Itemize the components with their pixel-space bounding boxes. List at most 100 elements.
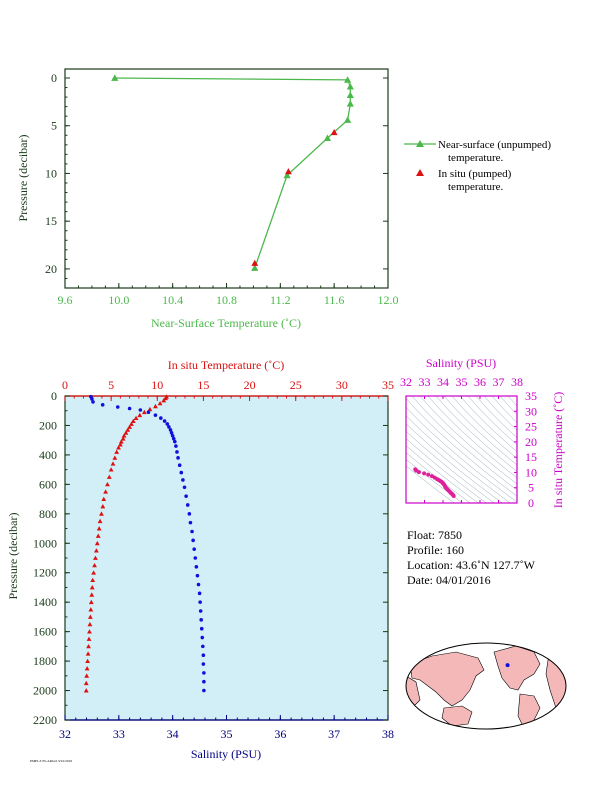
temperature-point (116, 445, 121, 450)
salinity-point (199, 626, 204, 631)
temperature-point (161, 398, 167, 403)
temperature-tick-label: 20 (244, 378, 256, 392)
ts-x-tick-label: 35 (456, 375, 468, 389)
temperature-point (83, 688, 89, 693)
salinity-tick-label: 37 (328, 727, 340, 741)
ts-point (426, 472, 431, 477)
map-outline (405, 642, 567, 730)
salinity-tick-label: 38 (382, 727, 394, 741)
ts-point (451, 493, 456, 498)
temperature-point (106, 474, 112, 479)
temperature-point (141, 409, 147, 415)
salinity-point (169, 431, 174, 435)
salinity-point (200, 635, 205, 640)
temperature-point (100, 504, 106, 509)
near-surface-y-ticks: 0 5 10 15 20 (45, 71, 388, 279)
ts-points (413, 467, 456, 498)
legend-label-unpumped: Near-surface (unpumped) (438, 139, 551, 151)
salinity-point (190, 529, 194, 534)
near-surface-unpumped-point (283, 171, 291, 179)
pressure-tick-label: 0 (51, 389, 57, 403)
pressure-tick-label: 1400 (33, 595, 57, 609)
salinity-tick-label: 34 (167, 727, 179, 741)
ts-density-contour (406, 415, 511, 503)
temperature-point (89, 585, 95, 590)
salinity-point (187, 512, 192, 516)
salinity-point (167, 425, 171, 429)
salinity-point (202, 679, 206, 684)
near-surface-x-ticks: 9.6 10.0 10.4 10.8 11.2 11.6 12.0 (58, 283, 399, 307)
salinity-ticks: 32 33 34 35 36 37 38 (59, 715, 394, 741)
temperature-point (86, 636, 92, 641)
salinity-point (179, 470, 184, 475)
ts-x-tick-label: 33 (419, 375, 431, 389)
temperature-point (86, 643, 91, 649)
temperature-point (117, 442, 123, 447)
salinity-point (159, 416, 163, 420)
legend-label-pumped-2: temperature. (448, 181, 504, 193)
ts-density-contour (443, 396, 517, 466)
near-surface-y-tick-label: 20 (45, 262, 57, 276)
salinity-tick-label: 36 (274, 727, 286, 741)
pressure-tick-label: 1200 (33, 566, 57, 580)
profile-date: Date: 04/01/2016 (407, 573, 491, 587)
temperature-tick-label: 25 (290, 378, 302, 392)
temperature-point (105, 481, 110, 487)
near-surface-unpumped-point (346, 100, 354, 107)
temperature-point (101, 496, 107, 502)
temperature-point (88, 599, 94, 605)
pressure-ticks: 0 200 400 600 800 1000 1200 1400 1600 1800 2000 220… (33, 389, 388, 727)
ts-density-contour (406, 445, 479, 503)
ts-x-axis-label: Salinity (PSU) (426, 356, 496, 370)
temperature-point (112, 455, 118, 460)
temperature-point (130, 418, 136, 423)
ts-density-contour (528, 391, 612, 513)
near-surface-series (111, 74, 354, 271)
salinity-point (198, 600, 202, 604)
temperature-tick-label: 15 (197, 378, 209, 392)
near-surface-unpumped-point (344, 76, 352, 83)
salinity-point (90, 397, 94, 401)
pressure-axis-label: Pressure (decibar) (6, 513, 20, 600)
footer-credit: PMEL/UW-ARGO 3/22/2016 (30, 759, 72, 763)
ts-y-tick-label: 10 (525, 465, 537, 479)
temperature-point (118, 439, 124, 444)
ts-density-contour (411, 396, 517, 491)
temperature-point (121, 433, 127, 438)
temperature-point (93, 548, 99, 553)
temperature-point (137, 412, 143, 418)
salinity-point (177, 463, 182, 468)
ts-density-contour (406, 465, 455, 503)
temperature-point (90, 577, 96, 583)
salinity-point (176, 456, 180, 460)
near-surface-chart: 9.6 10.0 10.4 10.8 11.2 11.6 12.0 0 5 10 15 20 Nea… (16, 68, 399, 330)
temperature-ticks: 0 5 10 15 20 25 30 35 (62, 378, 394, 401)
near-surface-unpumped-point (111, 74, 119, 81)
salinity-point (182, 485, 187, 490)
float-info: Float: 7850 Profile: 160 Location: 43.6˚… (407, 528, 536, 587)
ts-x-tick-label: 38 (511, 375, 523, 389)
float-id: Float: 7850 (407, 528, 462, 542)
salinity-point (162, 419, 167, 423)
salinity-point (201, 653, 206, 657)
salinity-point (193, 556, 198, 560)
ts-x-tick-label: 37 (493, 375, 505, 389)
temperature-point (91, 570, 97, 575)
near-surface-pumped-point (285, 168, 292, 175)
near-surface-unpumped-point (344, 116, 352, 123)
ts-plot-area (406, 396, 517, 503)
salinity-point (192, 547, 196, 551)
temperature-point (84, 673, 90, 678)
near-surface-unpumped-point (346, 82, 354, 90)
salinity-tick-label: 35 (221, 727, 233, 741)
temperature-point (85, 651, 91, 656)
ts-density-contour (467, 396, 517, 446)
near-surface-x-tick-label: 10.8 (216, 293, 237, 307)
temperature-point (87, 621, 93, 627)
ts-density-contour (406, 430, 495, 503)
profile-plot-area (64, 395, 389, 721)
near-surface-x-tick-label: 11.2 (270, 293, 291, 307)
ts-density-contour (475, 396, 517, 438)
ts-y-tick-label: 25 (525, 420, 537, 434)
temperature-point (94, 540, 100, 546)
